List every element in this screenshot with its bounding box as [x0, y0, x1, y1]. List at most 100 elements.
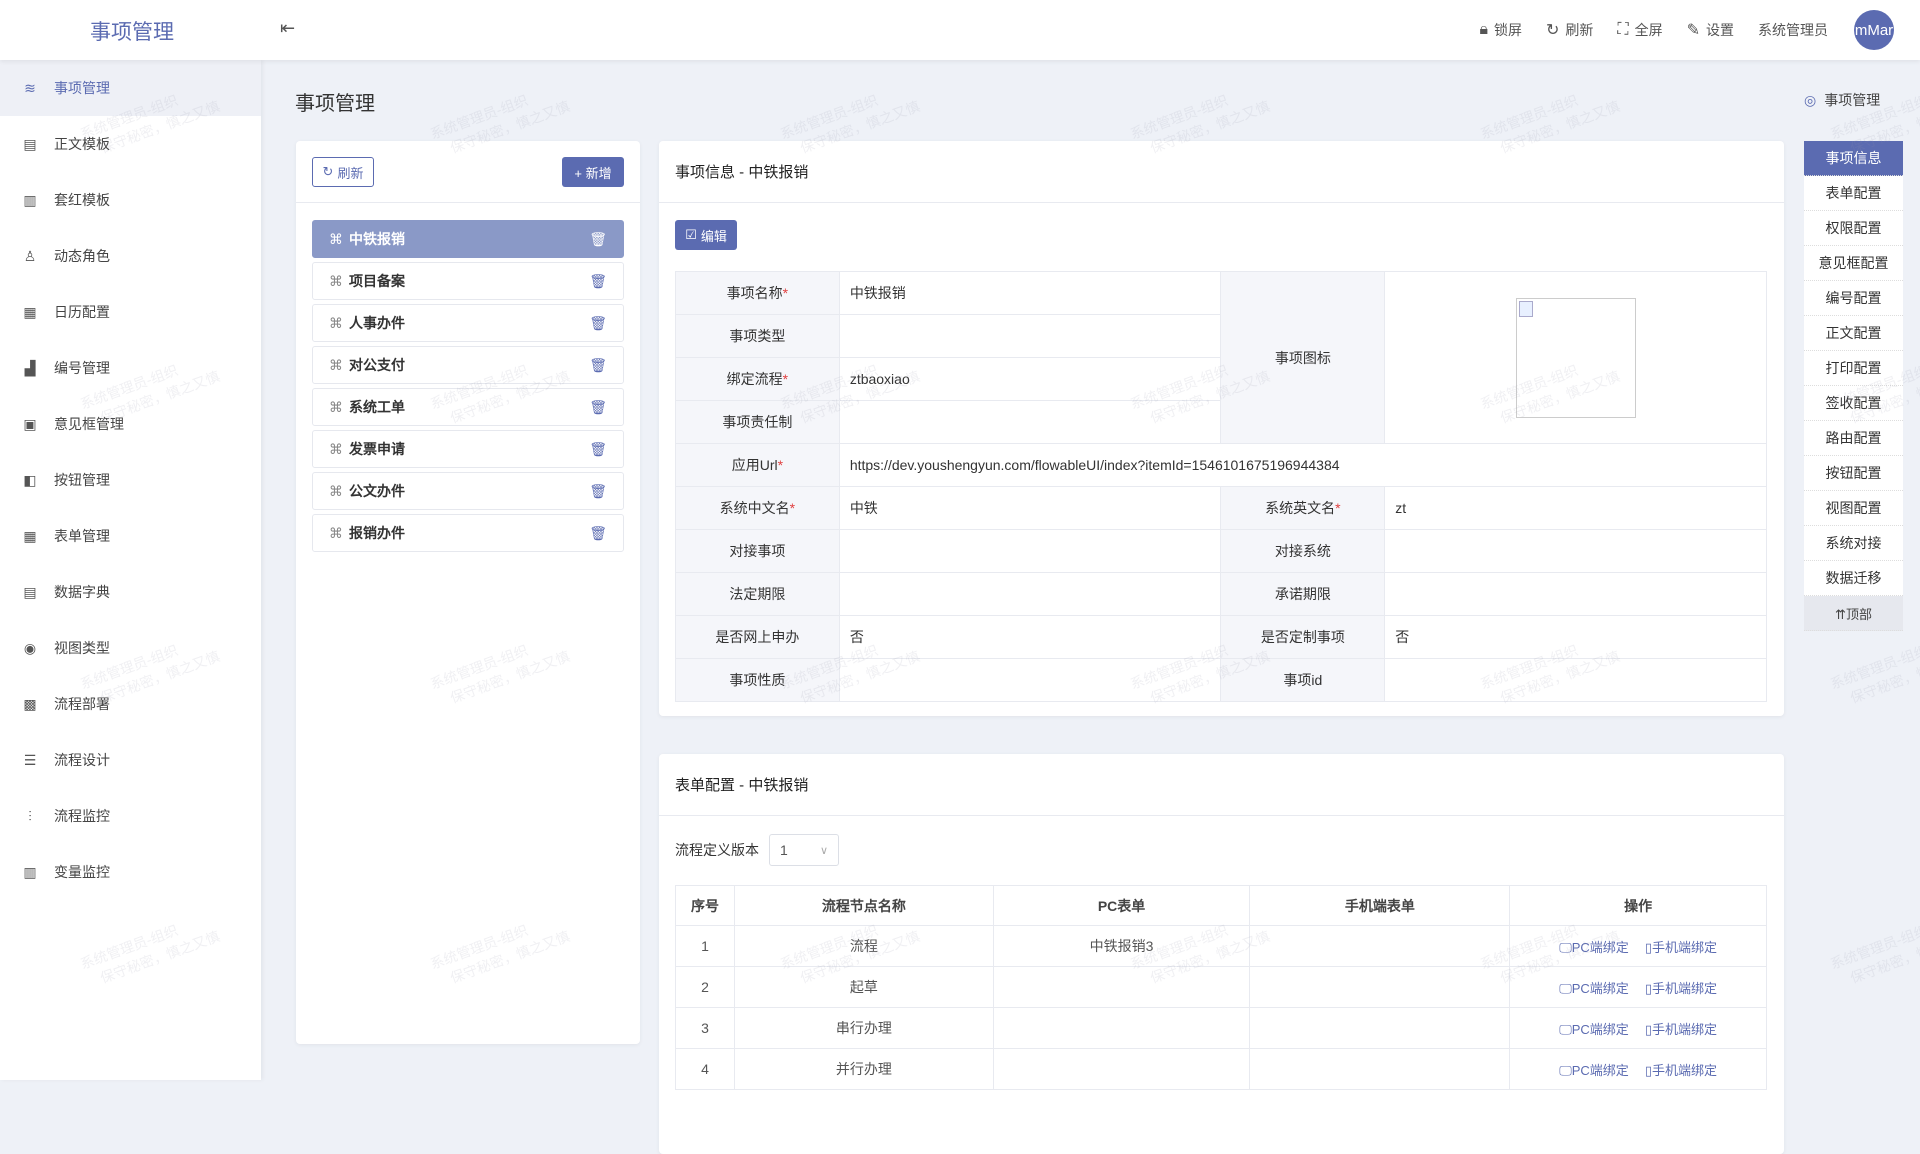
tool-lock[interactable]: 🔒︎ 锁屏 [1479, 20, 1522, 40]
back-to-top-button[interactable]: ⇈顶部 [1804, 596, 1903, 631]
watermark-line: 保守秘密，慎之又慎 [1848, 927, 1920, 987]
trash-icon[interactable]: 🗑︎ [589, 230, 607, 247]
card-title: 事项信息 - 中铁报销 [659, 141, 1784, 203]
cell-pc [992, 1048, 1251, 1090]
section-nav-item[interactable]: 表单配置 [1804, 176, 1903, 211]
tool-label: 锁屏 [1493, 22, 1522, 38]
field-value [1384, 658, 1767, 702]
label-text: 应用Url [731, 457, 778, 473]
refresh-button[interactable]: ↻ 刷新 [312, 157, 374, 187]
pc-bind-link[interactable]: 🖵︎PC端绑定 [1559, 1022, 1629, 1037]
section-nav-item[interactable]: 路由配置 [1804, 421, 1903, 456]
sidebar-item[interactable]: ▟ 编号管理 [0, 340, 261, 396]
sidebar-item[interactable]: ≋ 事项管理 [0, 60, 261, 116]
list-item-label: 对公支付 [349, 357, 405, 373]
sidebar-item-label: 变量监控 [54, 864, 110, 880]
sidebar-item[interactable]: ▤ 数据字典 [0, 564, 261, 620]
sidebar-item[interactable]: ▣ 意见框管理 [0, 396, 261, 452]
tool-refresh[interactable]: ↻ 刷新 [1546, 20, 1593, 40]
list-item[interactable]: ⌘ 系统工单 🗑︎ [312, 388, 624, 426]
mobile-bind-link[interactable]: ▯手机端绑定 [1645, 981, 1717, 996]
list-item[interactable]: ⌘ 报销办件 🗑︎ [312, 514, 624, 552]
field-label: 是否网上申办 [675, 615, 840, 659]
sidebar-item[interactable]: ◉ 视图类型 [0, 620, 261, 676]
section-nav-item[interactable]: 编号配置 [1804, 281, 1903, 316]
section-nav-item[interactable]: 数据迁移 [1804, 561, 1903, 596]
cell-pc [992, 966, 1251, 1008]
sidebar-item[interactable]: ☰ 流程设计 [0, 732, 261, 788]
section-nav-item[interactable]: 系统对接 [1804, 526, 1903, 561]
sidebar-item-label: 按钮管理 [54, 472, 110, 488]
list-item[interactable]: ⌘ 对公支付 🗑︎ [312, 346, 624, 384]
list-item-label: 公文办件 [349, 483, 405, 499]
mobile-bind-link[interactable]: ▯手机端绑定 [1645, 940, 1717, 955]
username[interactable]: 系统管理员 [1758, 22, 1828, 38]
cell-actions: 🖵︎PC端绑定 ▯手机端绑定 [1509, 1007, 1767, 1049]
sidebar-item[interactable]: ▦ 日历配置 [0, 284, 261, 340]
section-nav-item[interactable]: 打印配置 [1804, 351, 1903, 386]
list-item-label: 系统工单 [349, 399, 405, 415]
pc-bind-link[interactable]: 🖵︎PC端绑定 [1559, 1063, 1629, 1078]
section-nav-item[interactable]: 视图配置 [1804, 491, 1903, 526]
field-value: 否 [1384, 615, 1767, 659]
sidebar-item[interactable]: ⫶ 流程监控 [0, 788, 261, 844]
cell-actions: 🖵︎PC端绑定 ▯手机端绑定 [1509, 1048, 1767, 1090]
command-icon: ⌘ [329, 398, 343, 415]
app-logo: 事项管理 [90, 21, 174, 44]
sidebar-item[interactable]: ▦ 表单管理 [0, 508, 261, 564]
list-item[interactable]: ⌘ 公文办件 🗑︎ [312, 472, 624, 510]
trash-icon[interactable]: 🗑︎ [589, 524, 607, 541]
list-item[interactable]: ⌘ 中铁报销 🗑︎ [312, 220, 624, 258]
section-nav-item[interactable]: 事项信息 [1804, 141, 1903, 176]
tool-fullscreen[interactable]: ⛶ 全屏 [1617, 20, 1662, 40]
cell-no: 4 [675, 1048, 735, 1090]
section-nav-item[interactable]: 意见框配置 [1804, 246, 1903, 281]
label-text: 事项类型 [729, 328, 786, 344]
field-label: 是否定制事项 [1220, 615, 1386, 659]
trash-icon[interactable]: 🗑︎ [589, 356, 607, 373]
list-item[interactable]: ⌘ 发票申请 🗑︎ [312, 430, 624, 468]
database-icon: ≋ [24, 79, 36, 96]
sidebar-item[interactable]: ▥ 套红模板 [0, 172, 261, 228]
section-nav-item[interactable]: 签收配置 [1804, 386, 1903, 421]
trash-icon[interactable]: 🗑︎ [589, 398, 607, 415]
add-button[interactable]: + 新增 [562, 157, 624, 187]
mobile-bind-link[interactable]: ▯手机端绑定 [1645, 1063, 1717, 1078]
sidebar-item[interactable]: ▤ 正文模板 [0, 116, 261, 172]
collapse-menu-icon[interactable]: ⇤ [280, 18, 296, 38]
link-label: PC端绑定 [1571, 939, 1629, 955]
sidebar-item-label: 流程设计 [54, 752, 110, 768]
field-label: 对接事项 [675, 529, 840, 573]
section-nav-item[interactable]: 正文配置 [1804, 316, 1903, 351]
trash-icon[interactable]: 🗑︎ [589, 440, 607, 457]
trash-icon[interactable]: 🗑︎ [589, 314, 607, 331]
label-text: 事项名称 [726, 285, 783, 301]
tool-settings[interactable]: ✎ 设置 [1687, 20, 1734, 40]
avatar[interactable]: mMar [1854, 10, 1894, 50]
list-item[interactable]: ⌘ 项目备案 🗑︎ [312, 262, 624, 300]
cell-no: 1 [675, 925, 735, 967]
pc-bind-link[interactable]: 🖵︎PC端绑定 [1559, 940, 1629, 955]
trash-icon[interactable]: 🗑︎ [589, 272, 607, 289]
edit-button[interactable]: ☑ 编辑 [675, 220, 737, 250]
item-info-table: 事项名称* 中铁报销 事项图标 事项类型 绑定流程* ztbaoxiao 事项责任制 应用Ur… [675, 271, 1768, 702]
command-icon: ⌘ [329, 440, 343, 457]
mobile-bind-link[interactable]: ▯手机端绑定 [1645, 1022, 1717, 1037]
monitor-icon: 🖵︎ [1559, 1021, 1572, 1037]
list-item-label: 中铁报销 [349, 231, 405, 247]
section-nav-item[interactable]: 权限配置 [1804, 211, 1903, 246]
sidebar-item[interactable]: ◧ 按钮管理 [0, 452, 261, 508]
design-icon: ☰ [23, 751, 37, 768]
eye-icon: ◉ [23, 639, 37, 656]
table-row: 2 起草 🖵︎PC端绑定 ▯手机端绑定 [675, 966, 1767, 1008]
list-item[interactable]: ⌘ 人事办件 🗑︎ [312, 304, 624, 342]
sidebar-item[interactable]: ♙ 动态角色 [0, 228, 261, 284]
refresh-icon: ↻ [322, 164, 334, 179]
pc-bind-link[interactable]: 🖵︎PC端绑定 [1559, 981, 1629, 996]
sidebar-item[interactable]: ▥ 变量监控 [0, 844, 261, 900]
trash-icon[interactable]: 🗑︎ [589, 482, 607, 499]
version-select[interactable]: 1 ∨ [769, 834, 839, 866]
sidebar-item[interactable]: ▩ 流程部署 [0, 676, 261, 732]
section-nav-item[interactable]: 按钮配置 [1804, 456, 1903, 491]
mobile-icon: ▯ [1644, 980, 1652, 996]
